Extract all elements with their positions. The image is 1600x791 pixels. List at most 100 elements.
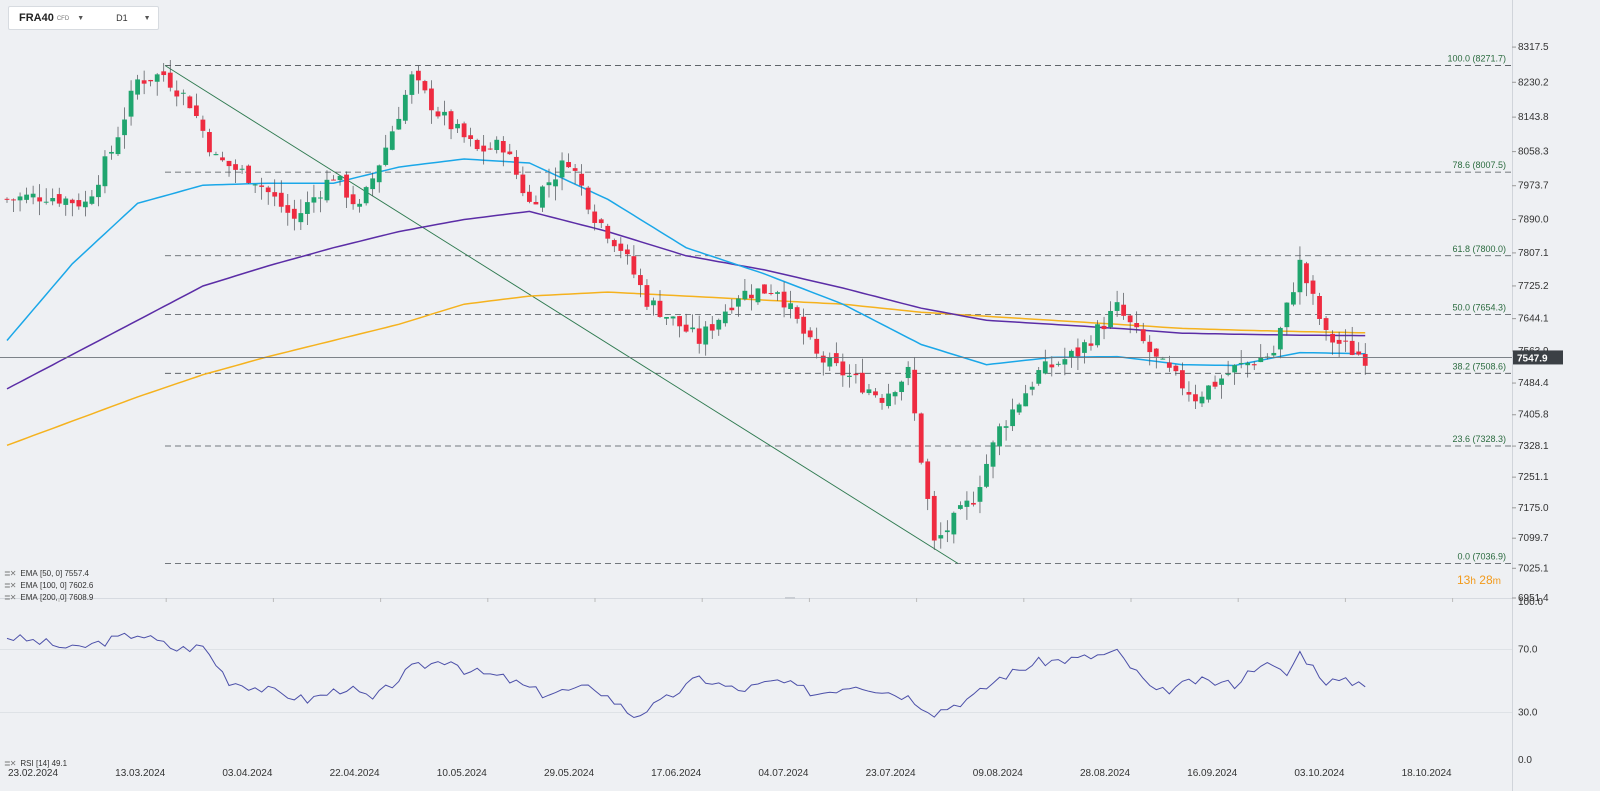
candle-up (1010, 409, 1016, 427)
candle-up (944, 530, 950, 533)
candle-up (1258, 357, 1264, 363)
timeframe-chevron-down-icon[interactable]: ▼ (143, 14, 151, 22)
candlesticks (4, 60, 1368, 550)
candle-down (1127, 315, 1133, 323)
candle-down (1193, 394, 1198, 402)
candle-down (873, 391, 878, 396)
price-tick-label: 7405.8 (1518, 410, 1549, 421)
candle-up (122, 119, 127, 136)
indicator-ema200[interactable]: ≣✕ EMA [200, 0] 7608.9 (4, 593, 93, 602)
candle-up (318, 197, 323, 199)
candle-down (468, 135, 474, 140)
candle-up (1108, 310, 1113, 328)
candle-down (272, 192, 278, 197)
candle-down (624, 249, 630, 255)
candle-down (971, 502, 976, 505)
candle-down (1317, 296, 1322, 319)
indicator-ema100[interactable]: ≣✕ EMA [100, 0] 7602.6 (4, 581, 93, 590)
chevron-down-icon[interactable]: ▼ (77, 14, 85, 22)
rsi-panel (0, 632, 1512, 719)
candle-up (1023, 393, 1029, 407)
last-price-label: 7547.9 (1517, 353, 1548, 364)
candle-down (918, 413, 924, 463)
date-tick-label: 23.02.2024 (8, 768, 58, 779)
price-tick-label: 7484.4 (1518, 378, 1549, 389)
candle-up (1225, 373, 1231, 375)
candle-up (1068, 350, 1074, 358)
candle-down (507, 151, 513, 155)
symbol-type: CFD (56, 16, 70, 22)
candle-up (984, 463, 989, 487)
candle-down (1349, 340, 1355, 355)
candle-down (1121, 304, 1127, 316)
candle-up (389, 131, 395, 150)
candle-down (1186, 392, 1192, 395)
fib-level-label: 50.0 (7654.3) (1452, 303, 1506, 313)
candle-up (324, 179, 330, 201)
symbol-selector[interactable]: FRA40 CFD ▼ D1 ▼ (8, 6, 159, 30)
candle-up (82, 201, 88, 208)
candle-down (193, 105, 199, 117)
candle-down (611, 240, 617, 247)
candle-down (11, 199, 16, 201)
candle-up (990, 442, 996, 467)
candle-down (566, 162, 571, 168)
rsi-tick-label: 30.0 (1518, 708, 1538, 719)
indicator-params: [14] (35, 759, 50, 768)
candle-down (618, 243, 624, 251)
settings-close-icon[interactable]: ≣✕ (4, 581, 16, 590)
candle-down (415, 70, 421, 81)
timer-h-unit: h (1470, 576, 1476, 587)
candle-down (709, 324, 715, 331)
price-tick-label: 8317.5 (1518, 42, 1549, 53)
candle-down (1343, 340, 1349, 342)
candle-up (788, 303, 793, 310)
candle-down (167, 72, 173, 88)
candle-up (1055, 363, 1061, 365)
rsi-tick-label: 100.0 (1518, 597, 1543, 608)
candle-up (402, 94, 408, 121)
candle-down (500, 141, 506, 153)
candle-down (141, 80, 147, 84)
candle-up (899, 381, 905, 393)
price-tick-label: 7251.1 (1518, 472, 1549, 483)
candle-down (762, 284, 767, 294)
candle-down (912, 369, 918, 414)
candle-up (154, 74, 160, 82)
date-tick-label: 04.07.2024 (758, 768, 808, 779)
timer-minutes: 28 (1479, 573, 1493, 587)
candle-down (513, 156, 519, 175)
candle-up (1062, 359, 1068, 365)
timer-hours: 13 (1457, 573, 1471, 587)
candle-down (1088, 343, 1094, 346)
candle-up (89, 196, 95, 204)
settings-close-icon[interactable]: ≣✕ (4, 759, 16, 768)
price-tick-label: 7175.0 (1518, 503, 1549, 514)
candle-down (233, 164, 238, 170)
settings-close-icon[interactable]: ≣✕ (4, 569, 16, 578)
candle-down (1362, 353, 1368, 366)
indicator-rsi[interactable]: ≣✕ RSI [14] 49.1 (4, 759, 67, 768)
candle-down (1180, 370, 1185, 389)
settings-close-icon[interactable]: ≣✕ (4, 593, 16, 602)
candle-up (846, 375, 852, 377)
fib-level-label: 61.8 (7800.0) (1452, 244, 1506, 254)
candle-down (638, 275, 643, 286)
candle-down (474, 139, 480, 150)
candle-up (311, 197, 317, 203)
candle-up (1297, 259, 1303, 293)
candle-up (690, 327, 696, 330)
candle-down (533, 201, 539, 205)
indicator-ema50[interactable]: ≣✕ EMA [50, 0] 7557.4 (4, 569, 89, 578)
candle-up (905, 366, 911, 379)
candle-down (278, 192, 284, 207)
candle-down (1356, 351, 1362, 355)
candle-up (1016, 404, 1022, 413)
fib-level-label: 100.0 (8271.7) (1447, 54, 1506, 64)
candle-down (481, 145, 487, 152)
timeframe-label[interactable]: D1 (116, 13, 128, 23)
indicator-label: EMA (20, 593, 38, 602)
candle-countdown: 13h 28m (1457, 573, 1501, 587)
